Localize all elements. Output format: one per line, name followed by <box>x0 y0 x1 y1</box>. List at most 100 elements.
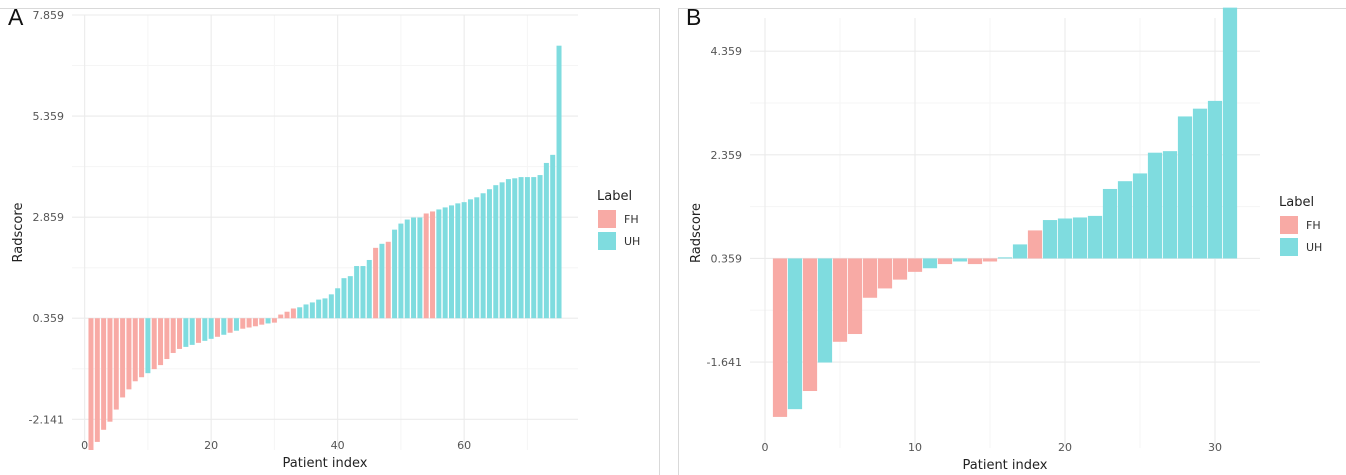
panel-a: A -2.141 0.359 2.859 5.359 7.859 0 20 40 60 Patie… <box>0 0 665 475</box>
bar-uh <box>486 189 492 319</box>
bar-uh <box>512 178 518 319</box>
x-tick-label: 20 <box>204 439 218 452</box>
y-tick-label: 2.359 <box>711 149 743 162</box>
bar-fh <box>832 258 848 342</box>
bar-fh <box>907 258 923 272</box>
bar-uh <box>1207 100 1223 259</box>
bar-uh <box>550 154 556 319</box>
bar-uh <box>997 257 1013 259</box>
bar-uh <box>189 318 195 345</box>
bar-fh <box>227 318 233 333</box>
bar-uh <box>233 318 239 331</box>
bar-uh <box>1012 244 1028 259</box>
bar-uh <box>467 199 473 319</box>
x-tick-label: 0 <box>762 441 769 454</box>
bar-fh <box>151 318 157 370</box>
bar-fh <box>120 318 126 398</box>
y-tick-label: 0.359 <box>33 312 65 325</box>
bar-fh <box>240 318 246 329</box>
bar-uh <box>518 177 524 319</box>
bar-uh <box>366 259 372 319</box>
legend-title: Label <box>1279 195 1314 210</box>
bar-fh <box>892 258 908 280</box>
legend-label-uh: UH <box>624 235 640 248</box>
bar-fh <box>385 241 391 319</box>
bar-uh <box>221 318 227 335</box>
bar-uh <box>442 207 448 319</box>
bar-fh <box>113 318 119 410</box>
bar-uh <box>1117 181 1133 259</box>
bar-uh <box>360 266 366 319</box>
bar-uh <box>1177 116 1193 259</box>
legend-swatch-fh <box>598 210 616 228</box>
bar-uh <box>524 177 530 319</box>
y-tick-label: 4.359 <box>711 45 743 58</box>
bar-uh <box>531 177 537 319</box>
bar-uh <box>436 209 442 319</box>
bar-uh <box>543 162 549 319</box>
bar-fh <box>158 318 164 366</box>
bar-uh <box>202 318 208 341</box>
bar-fh <box>94 318 100 442</box>
bar-fh <box>214 318 220 337</box>
bar-uh <box>922 258 938 269</box>
x-axis-title: Patient index <box>963 458 1048 473</box>
bar-uh <box>499 182 505 319</box>
bar-fh <box>246 318 252 328</box>
x-tick-label: 30 <box>1208 441 1222 454</box>
bar-uh <box>297 307 303 319</box>
bar-uh <box>411 217 417 319</box>
bar-uh <box>208 318 214 339</box>
bar-uh <box>449 205 454 319</box>
bar-uh <box>1147 152 1163 259</box>
bar-uh <box>303 304 309 319</box>
bar-fh <box>1027 230 1043 259</box>
legend-label-fh: FH <box>1306 219 1321 232</box>
bar-fh <box>107 318 113 422</box>
x-tick-label: 20 <box>1058 441 1072 454</box>
y-axis-title: Radscore <box>11 203 26 263</box>
panel-a-right-border <box>659 8 660 475</box>
y-tick-label: 5.359 <box>33 110 65 123</box>
bar-uh <box>354 266 360 319</box>
bar-uh <box>1162 151 1178 259</box>
bar-uh <box>1192 108 1208 259</box>
y-tick-label: 2.859 <box>33 211 65 224</box>
bar-fh <box>430 211 436 319</box>
bar-uh <box>1087 215 1103 259</box>
bar-fh <box>278 314 284 319</box>
chart-b-svg: -1.641 0.359 2.359 4.359 0 10 20 30 Patient inde… <box>689 7 1322 473</box>
panel-letter-b: B <box>686 4 702 30</box>
panel-letter-a: A <box>8 4 24 30</box>
bar-uh <box>1057 218 1073 259</box>
bar-fh <box>847 258 863 335</box>
bar-uh <box>493 185 499 319</box>
bar-uh <box>392 229 398 319</box>
bar-uh <box>379 243 385 319</box>
legend-label-fh: FH <box>624 213 639 226</box>
panel-b-top-border <box>678 8 1346 9</box>
bar-fh <box>170 318 176 353</box>
bar-uh <box>556 45 562 319</box>
bar-fh <box>259 318 265 325</box>
bar-fh <box>196 318 201 343</box>
bar-uh <box>461 202 467 319</box>
bar-uh <box>404 219 410 319</box>
bar-uh <box>1102 188 1118 259</box>
bar-fh <box>423 213 429 319</box>
bar-uh <box>145 318 151 374</box>
bar-uh <box>1042 220 1058 259</box>
bar-uh <box>341 278 347 319</box>
bar-fh <box>373 247 379 319</box>
bar-fh <box>772 258 788 417</box>
bar-uh <box>480 193 486 319</box>
bar-fh <box>88 318 94 450</box>
bar-uh <box>347 276 353 319</box>
bar-fh <box>967 258 983 265</box>
y-tick-label: 7.859 <box>33 9 65 22</box>
bar-uh <box>335 288 341 319</box>
bar-uh <box>537 175 543 319</box>
legend-label-uh: UH <box>1306 241 1322 254</box>
bar-fh <box>290 308 296 319</box>
x-axis-title: Patient index <box>283 456 368 471</box>
